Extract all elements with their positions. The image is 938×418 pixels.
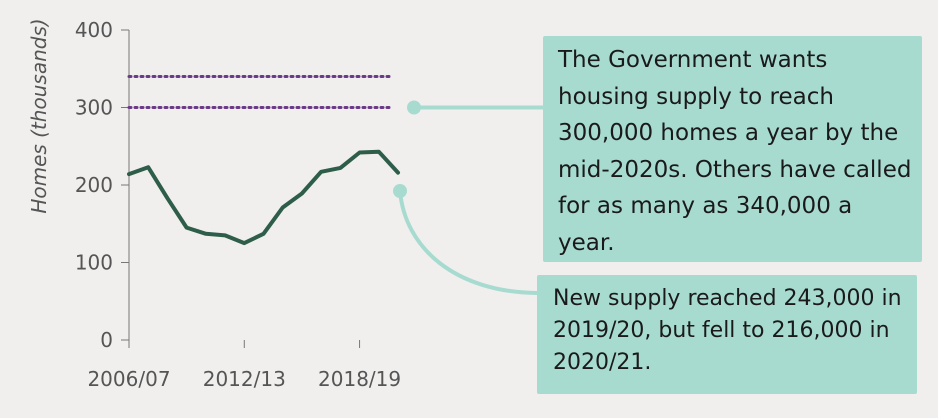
target-connector-dot [407,100,421,115]
x-tick-label: 2018/19 [318,367,401,391]
data-point [242,241,246,245]
x-tick-label: 2006/07 [87,367,170,391]
data-point [338,166,342,170]
data-point [262,232,265,236]
y-tick-label: 0 [100,328,113,352]
data-point [281,205,285,209]
y-axis-label: Homes (thousands) [27,18,51,213]
data-point [300,192,304,196]
y-tick-label: 100 [75,251,113,275]
y-tick-label: 300 [75,96,113,120]
data-point [223,233,227,237]
supply-callout-text: New supply reached 243,000 in 2019/20, b… [553,286,902,375]
data-point [204,232,208,236]
reference-lines [127,75,394,109]
x-tick-label: 2012/13 [203,367,286,391]
axes: 0 100 200 300 400 2006/07 2012/13 2018/19 [75,18,401,391]
data-point [377,150,381,154]
target-callout: The Government wants housing supply to r… [543,36,922,262]
data-point [358,150,362,154]
data-point [319,170,323,174]
data-point [165,196,169,200]
target-callout-text: The Government wants housing supply to r… [558,47,912,256]
series-group [127,149,400,246]
data-point [146,165,150,169]
callout-connectors [393,100,543,295]
data-point [185,226,189,230]
y-tick-label: 400 [75,18,113,42]
supply-callout: New supply reached 243,000 in 2019/20, b… [537,275,917,394]
y-tick-label: 200 [75,173,113,197]
series-line [127,149,400,246]
supply-connector-dot [393,184,407,198]
data-point [396,171,400,175]
data-point [127,172,131,176]
supply-connector-line [398,190,538,295]
